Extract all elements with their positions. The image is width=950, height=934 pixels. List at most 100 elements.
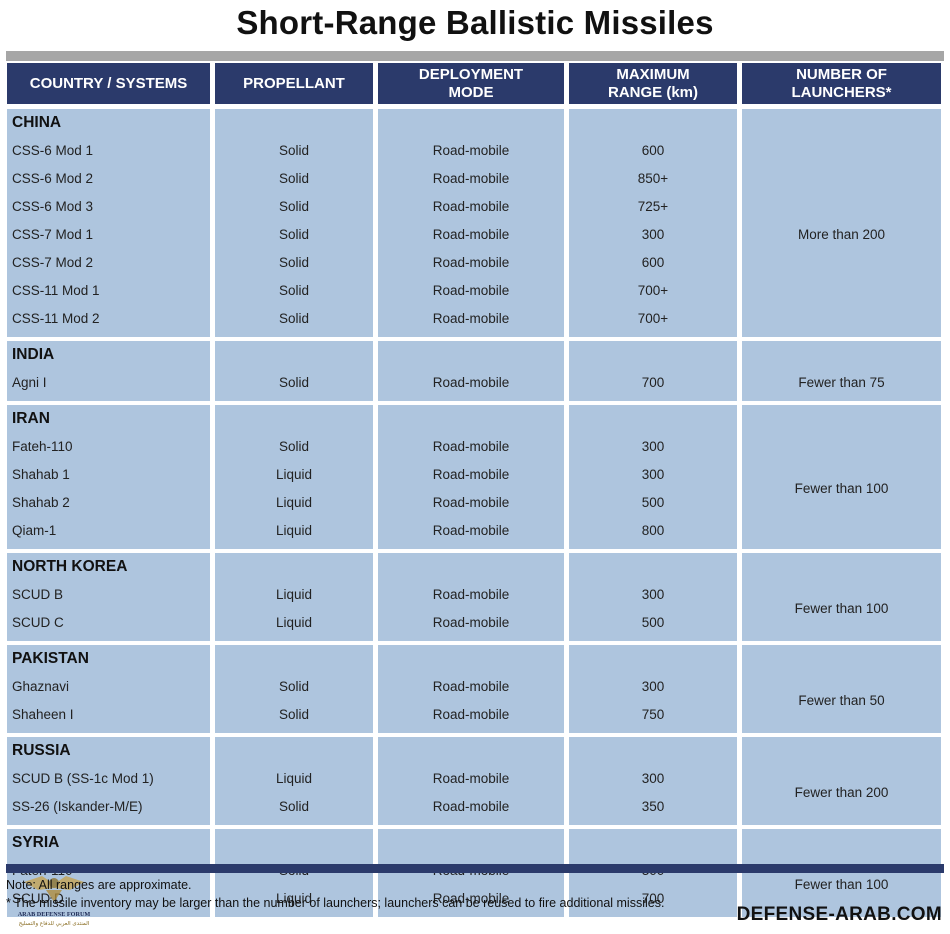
- launchers-value: Fewer than 100: [794, 601, 889, 616]
- table-cell-bg: [7, 109, 210, 337]
- table-cell-bg: [742, 737, 941, 825]
- table-cell-bg: [569, 737, 737, 825]
- system-name: CSS-11 Mod 1: [12, 283, 100, 298]
- propellant-value: Solid: [278, 227, 310, 242]
- system-name: Qiam-1: [12, 523, 57, 538]
- propellant-value: Solid: [278, 143, 310, 158]
- table-cell-bg: [378, 109, 564, 337]
- table-cell-bg: [378, 341, 564, 401]
- max-range-value: 300: [641, 439, 665, 454]
- system-name: CSS-6 Mod 1: [12, 143, 94, 158]
- country-label: NORTH KOREA: [12, 558, 128, 575]
- country-label: RUSSIA: [12, 742, 71, 759]
- table-cell-bg: [569, 553, 737, 641]
- page-title: Short-Range Ballistic Missiles: [236, 4, 714, 41]
- propellant-value: Liquid: [275, 523, 313, 538]
- deployment-mode-value: Road-mobile: [432, 467, 510, 482]
- deployment-mode-value: Road-mobile: [432, 799, 510, 814]
- propellant-value: Solid: [278, 199, 310, 214]
- max-range-value: 750: [641, 707, 665, 722]
- table-cell-bg: [742, 645, 941, 733]
- propellant-value: Solid: [278, 707, 310, 722]
- max-range-value: 300: [641, 587, 665, 602]
- system-name: Fateh-110: [12, 439, 73, 454]
- country-label: PAKISTAN: [12, 650, 89, 667]
- propellant-value: Solid: [278, 171, 310, 186]
- deployment-mode-value: Road-mobile: [432, 439, 510, 454]
- deployment-mode-value: Road-mobile: [432, 199, 510, 214]
- header-deployment-mode: DEPLOYMENT MODE: [378, 63, 564, 104]
- bottom-divider-bar: [6, 864, 944, 873]
- note-launchers: * The missile inventory may be larger th…: [6, 896, 665, 910]
- launchers-value: Fewer than 75: [798, 375, 885, 390]
- table-cell-bg: [7, 341, 210, 401]
- header-number-of-launchers: NUMBER OF LAUNCHERS*: [742, 63, 941, 104]
- table-cell-bg: [378, 829, 564, 917]
- table-cell-bg: [569, 645, 737, 733]
- system-name: Ghaznavi: [12, 679, 70, 694]
- table-cell-bg: [742, 341, 941, 401]
- propellant-value: Solid: [278, 799, 310, 814]
- system-name: Shahab 1: [12, 467, 70, 482]
- max-range-value: 500: [641, 615, 665, 630]
- country-label: CHINA: [12, 114, 62, 131]
- logo-arabic-text: المنتدى العربي للدفاع والتسليح: [19, 921, 90, 927]
- max-range-value: 300: [641, 771, 665, 786]
- deployment-mode-value: Road-mobile: [432, 523, 510, 538]
- propellant-value: Liquid: [275, 495, 313, 510]
- system-name: CSS-7 Mod 1: [12, 227, 94, 242]
- note-ranges: Note: All ranges are approximate.: [6, 878, 192, 892]
- launchers-value: Fewer than 50: [798, 693, 885, 708]
- table-cell-bg: [215, 645, 373, 733]
- table-cell-bg: [7, 737, 210, 825]
- table-cell-bg: [215, 341, 373, 401]
- system-name: CSS-6 Mod 3: [12, 199, 94, 214]
- system-name: Shahab 2: [12, 495, 70, 510]
- propellant-value: Solid: [278, 283, 310, 298]
- launchers-value: Fewer than 100: [794, 877, 889, 892]
- deployment-mode-value: Road-mobile: [432, 679, 510, 694]
- table-cell-bg: [569, 405, 737, 549]
- deployment-mode-value: Road-mobile: [432, 707, 510, 722]
- deployment-mode-value: Road-mobile: [432, 615, 510, 630]
- table-cell-bg: [7, 645, 210, 733]
- table-cell-bg: [7, 829, 210, 917]
- table-cell-bg: [215, 109, 373, 337]
- system-name: CSS-6 Mod 2: [12, 171, 94, 186]
- max-range-value: 700+: [637, 311, 669, 326]
- table-cell-bg: [742, 553, 941, 641]
- launchers-value: More than 200: [797, 227, 886, 242]
- max-range-value: 800: [641, 523, 665, 538]
- table-cell-bg: [7, 405, 210, 549]
- deployment-mode-value: Road-mobile: [432, 283, 510, 298]
- propellant-value: Solid: [278, 375, 310, 390]
- max-range-value: 600: [641, 143, 665, 158]
- table-cell-bg: [378, 405, 564, 549]
- country-label: IRAN: [12, 410, 50, 427]
- table-cell-bg: [215, 829, 373, 917]
- launchers-value: Fewer than 200: [794, 785, 889, 800]
- country-label: INDIA: [12, 346, 55, 363]
- max-range-value: 700: [641, 375, 665, 390]
- table-cell-bg: [378, 737, 564, 825]
- propellant-value: Liquid: [275, 467, 313, 482]
- system-name: CSS-11 Mod 2: [12, 311, 100, 326]
- system-name: SCUD C: [12, 615, 64, 630]
- system-name: Agni I: [12, 375, 47, 390]
- system-name: CSS-7 Mod 2: [12, 255, 94, 270]
- header-country-systems: COUNTRY / SYSTEMS: [7, 63, 210, 104]
- arab-defense-forum-logo: ARAB DEFENSE FORUM المنتدى العربي للدفاع…: [18, 876, 91, 927]
- deployment-mode-value: Road-mobile: [432, 587, 510, 602]
- header-propellant: PROPELLANT: [215, 63, 373, 104]
- top-divider-bar: [6, 51, 944, 61]
- deployment-mode-value: Road-mobile: [432, 227, 510, 242]
- brand-watermark: DEFENSE-ARAB.COM: [736, 904, 942, 925]
- launchers-value: Fewer than 100: [794, 481, 889, 496]
- propellant-value: Liquid: [275, 891, 313, 906]
- deployment-mode-value: Road-mobile: [432, 143, 510, 158]
- table-cell-bg: [569, 341, 737, 401]
- logo-english-text: ARAB DEFENSE FORUM: [18, 911, 91, 918]
- max-range-value: 725+: [637, 199, 669, 214]
- country-label: SYRIA: [12, 834, 60, 851]
- max-range-value: 300: [641, 467, 665, 482]
